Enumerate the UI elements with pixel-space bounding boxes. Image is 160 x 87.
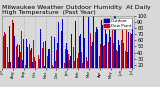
Legend: Outdoor, Dew Point: Outdoor, Dew Point <box>103 18 132 29</box>
Text: Milwaukee Weather Outdoor Humidity  At Daily High Temperature  (Past Year): Milwaukee Weather Outdoor Humidity At Da… <box>2 5 150 15</box>
